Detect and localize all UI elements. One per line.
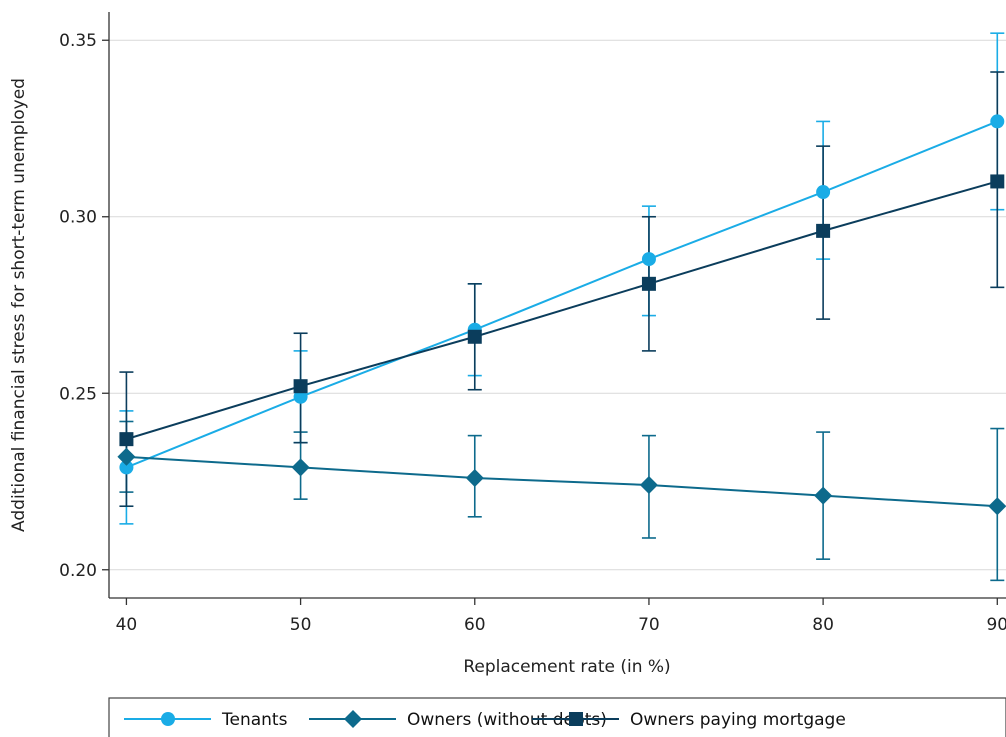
data-point bbox=[293, 389, 308, 404]
y-tick-label: 0.25 bbox=[59, 384, 97, 404]
x-tick-label: 90 bbox=[986, 615, 1006, 635]
x-tick-label: 60 bbox=[464, 615, 486, 635]
legend-item: Tenants bbox=[124, 710, 288, 730]
legend-item: Owners paying mortgage bbox=[532, 710, 846, 730]
data-point bbox=[988, 497, 1006, 516]
data-point bbox=[291, 458, 310, 477]
series-owners-paying-mortgage bbox=[119, 71, 1005, 508]
legend-marker bbox=[569, 712, 583, 726]
data-point bbox=[641, 252, 656, 267]
data-point bbox=[467, 329, 482, 344]
data-point bbox=[641, 276, 656, 291]
y-ticks: 0.20 0.25 0.30 0.35 bbox=[59, 31, 109, 581]
legend-box bbox=[108, 697, 1006, 737]
legend-item: Owners (without debts) bbox=[309, 710, 607, 730]
series-line bbox=[126, 180, 998, 441]
y-axis-title: Additional financial stress for short-te… bbox=[9, 78, 29, 532]
legend-marker bbox=[344, 710, 362, 728]
data-point bbox=[816, 223, 831, 238]
axes bbox=[108, 12, 1006, 599]
legend: Tenants Owners (without debts) Owners payi… bbox=[108, 697, 1006, 737]
series-line bbox=[126, 455, 998, 508]
x-axis-title: Replacement rate (in %) bbox=[463, 657, 670, 677]
y-tick-label: 0.35 bbox=[59, 31, 97, 51]
series-line bbox=[126, 120, 998, 469]
data-point bbox=[816, 185, 831, 200]
y-tick-label: 0.30 bbox=[59, 208, 97, 228]
data-point bbox=[119, 460, 134, 475]
data-point bbox=[639, 476, 658, 495]
data-point bbox=[117, 447, 136, 466]
data-point bbox=[465, 468, 484, 487]
data-point bbox=[990, 174, 1005, 189]
legend-marker bbox=[161, 712, 175, 726]
data-point bbox=[990, 114, 1005, 129]
x-tick-label: 70 bbox=[638, 615, 660, 635]
x-tick-label: 50 bbox=[290, 615, 312, 635]
data-point bbox=[814, 486, 833, 505]
legend-label: Tenants bbox=[221, 710, 288, 730]
data-point bbox=[119, 432, 134, 447]
x-tick-label: 40 bbox=[116, 615, 138, 635]
legend-label: Owners paying mortgage bbox=[630, 710, 846, 730]
y-tick-label: 0.20 bbox=[59, 561, 97, 581]
series-owners-without-debts bbox=[119, 420, 1005, 582]
series-tenants bbox=[119, 32, 1005, 525]
legend-label: Owners (without debts) bbox=[407, 710, 607, 730]
x-ticks: 40 50 60 70 80 90 bbox=[116, 598, 1006, 635]
plot-area bbox=[117, 32, 1006, 582]
x-tick-label: 80 bbox=[812, 615, 834, 635]
data-point bbox=[293, 379, 308, 394]
gridlines bbox=[109, 39, 1006, 571]
